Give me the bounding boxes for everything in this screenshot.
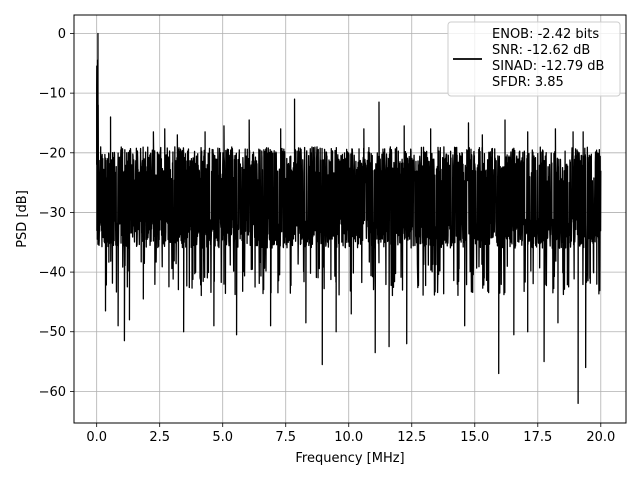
- ticks: 0.0 2.5 5.0 7.5 10.0 12.5 15.0 17.5 20.0 0 −10 −20 −…: [39, 27, 616, 445]
- x-tick-label: 0.0: [86, 430, 107, 445]
- y-tick-label: −60: [39, 385, 66, 400]
- x-tick-label: 20.0: [586, 430, 615, 445]
- y-axis-label: PSD [dB]: [15, 190, 30, 248]
- y-tick-label: −30: [39, 206, 66, 221]
- legend-sfdr: SFDR: 3.85: [492, 75, 564, 90]
- y-tick-label: −40: [39, 266, 66, 281]
- x-tick-label: 10.0: [334, 430, 363, 445]
- y-tick-label: −20: [39, 146, 66, 161]
- legend: ENOB: -2.42 bits SNR: -12.62 dB SINAD: -…: [447, 21, 621, 97]
- axes-frame: [73, 14, 627, 424]
- y-tick-label: −10: [39, 87, 66, 102]
- legend-enob: ENOB: -2.42 bits: [492, 27, 599, 42]
- psd-series-line: [96, 32, 602, 404]
- x-tick-label: 15.0: [460, 430, 489, 445]
- y-tick-label: 0: [58, 27, 66, 42]
- x-tick-label: 2.5: [149, 430, 170, 445]
- x-tick-label: 12.5: [397, 430, 426, 445]
- legend-box: [447, 21, 621, 97]
- legend-snr: SNR: -12.62 dB: [492, 43, 590, 58]
- x-tick-label: 7.5: [275, 430, 296, 445]
- psd-series: [96, 32, 602, 404]
- y-tick-label: −50: [39, 325, 66, 340]
- x-axis-label: Frequency [MHz]: [295, 451, 404, 466]
- x-tick-label: 17.5: [523, 430, 552, 445]
- x-tick-label: 5.0: [212, 430, 233, 445]
- legend-sinad: SINAD: -12.79 dB: [492, 59, 604, 74]
